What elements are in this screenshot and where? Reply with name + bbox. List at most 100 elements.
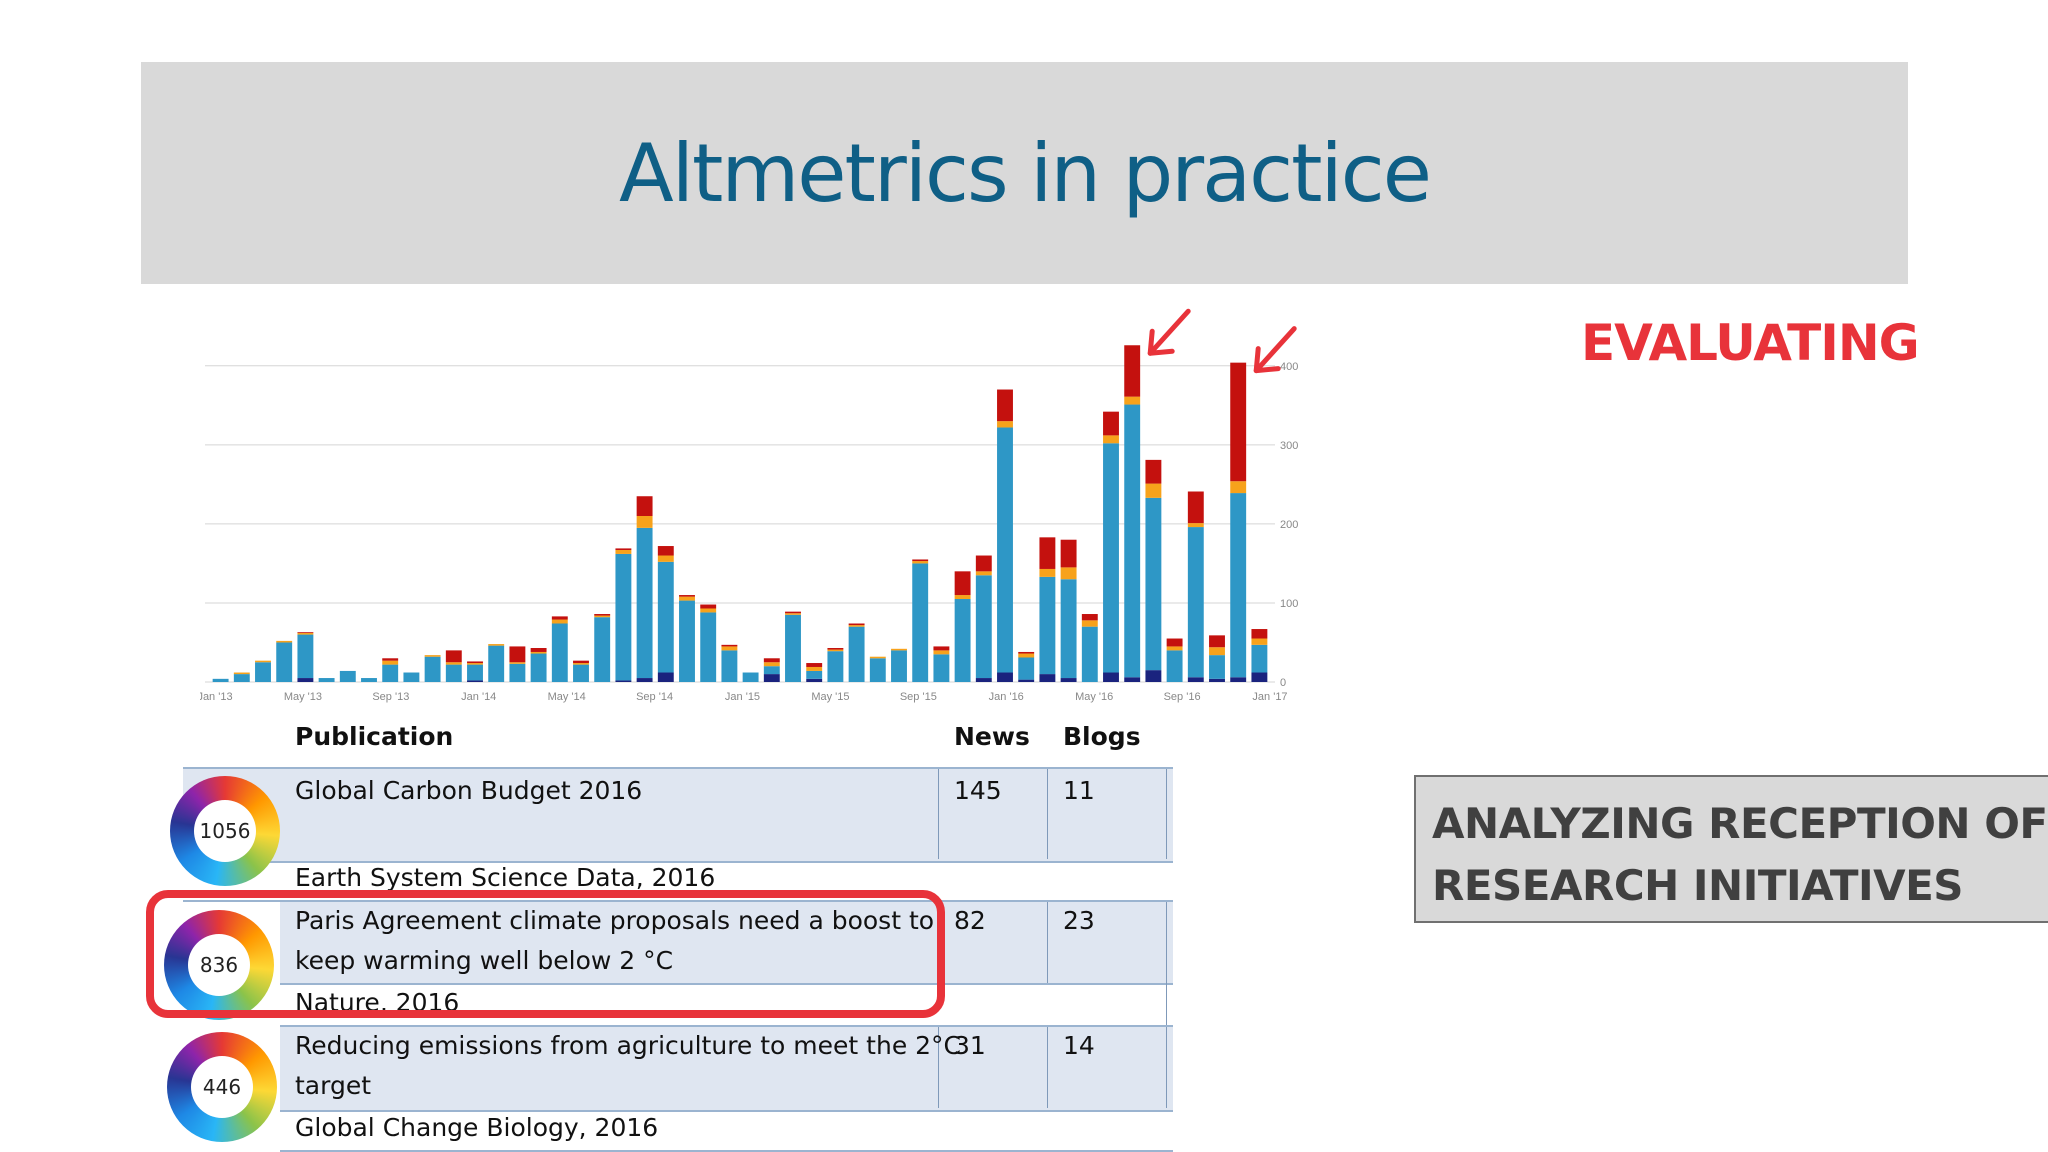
bar-segment [975, 571, 992, 576]
column-divider [1047, 1027, 1048, 1108]
x-tick-label: Sep '14 [636, 691, 673, 703]
bar-segment [827, 649, 844, 652]
column-divider [1047, 902, 1048, 983]
bar-segment [1230, 677, 1247, 682]
bar-segment [657, 546, 674, 556]
bar-segment [594, 614, 611, 616]
bar-segment [1103, 672, 1119, 682]
bar-segment [997, 427, 1013, 673]
bar-segment [869, 658, 886, 682]
bar-segment [763, 674, 780, 682]
bar-segment [1124, 404, 1141, 678]
bar-segment [975, 555, 992, 572]
bar-segment [339, 670, 356, 682]
bar-segment [297, 632, 314, 633]
bar-segment [636, 516, 653, 528]
bar-segment [594, 617, 611, 682]
bar-segment [657, 561, 674, 673]
bar-segment [954, 595, 971, 599]
column-divider [1166, 902, 1167, 1025]
publication-title-line2[interactable]: keep warming well below 2 °C [295, 946, 674, 975]
bar-segment [424, 655, 441, 657]
bar-segment [657, 555, 674, 562]
bar-segment [1251, 672, 1268, 682]
column-divider [938, 1027, 939, 1108]
arrow-head-icon [1253, 346, 1281, 374]
bar-segment [382, 664, 399, 682]
bar-segment [1124, 677, 1141, 682]
column-divider [1047, 769, 1048, 859]
bar-segment [509, 663, 526, 682]
bar-segment [848, 626, 865, 682]
column-divider [1166, 1027, 1167, 1108]
bar-segment [679, 596, 695, 601]
publication-title-line2[interactable]: target [295, 1071, 372, 1100]
altmetric-donut-icon[interactable]: 1056 [170, 776, 280, 886]
bar-segment [1060, 539, 1077, 568]
bar-segment [1166, 646, 1183, 651]
publication-journal: Earth System Science Data, 2016 [295, 863, 716, 892]
bar-segment [1060, 579, 1077, 679]
bar-segment [1039, 537, 1056, 569]
bar-segment [1251, 638, 1268, 645]
column-divider [1166, 769, 1167, 859]
bar-segment [1103, 443, 1119, 673]
bar-segment [1209, 647, 1225, 656]
bar-segment [1251, 644, 1268, 673]
bar-segment [1230, 481, 1247, 494]
bar-segment [445, 650, 462, 663]
bar-segment [933, 650, 950, 655]
bar-segment [721, 650, 738, 682]
bar-segment [1145, 497, 1162, 671]
bar-segment [933, 654, 950, 682]
bar-segment [255, 660, 271, 663]
x-tick-label: Jan '17 [1252, 691, 1287, 703]
bar-segment [1124, 396, 1141, 405]
y-tick-label: 300 [1280, 440, 1298, 452]
bar-segment [848, 623, 865, 626]
altmetric-donut-icon[interactable]: 446 [167, 1032, 277, 1142]
bar-segment [318, 678, 335, 682]
bar-segment [975, 678, 992, 682]
bar-segment [488, 645, 505, 682]
bar-segment [1018, 679, 1035, 682]
evaluating-label: EVALUATING [1581, 314, 1920, 372]
bar-segment [530, 653, 547, 682]
bar-segment [1060, 678, 1077, 682]
publication-title[interactable]: Global Carbon Budget 2016 [295, 776, 643, 805]
bar-segment [382, 660, 399, 665]
x-tick-label: Sep '16 [1164, 691, 1201, 703]
altmetric-score: 1056 [194, 800, 256, 862]
bar-segment [827, 648, 844, 650]
bar-segment [763, 662, 780, 667]
row-divider [183, 900, 1173, 902]
bar-segment [806, 678, 823, 682]
news-count: 145 [954, 776, 1002, 805]
bar-segment [233, 674, 250, 682]
bar-segment [212, 678, 229, 682]
publication-title[interactable]: Paris Agreement climate proposals need a… [295, 906, 935, 935]
bar-segment [1166, 638, 1183, 647]
bar-segment [636, 527, 653, 679]
blogs-count: 23 [1063, 906, 1095, 935]
bar-segment [1018, 653, 1035, 658]
bar-segment [424, 656, 441, 682]
bar-segment [297, 632, 314, 635]
bar-segment [1081, 614, 1098, 621]
bar-segment [530, 648, 547, 652]
bar-segment [573, 664, 589, 682]
bar-segment [933, 646, 950, 651]
bar-segment [785, 613, 801, 615]
row-divider [280, 1150, 1173, 1152]
publication-title[interactable]: Reducing emissions from agriculture to m… [295, 1031, 962, 1060]
table-row [183, 767, 1173, 863]
bar-segment [551, 623, 568, 682]
stacked-bar-chart: 0 100 200 300 400 Jan '13 May '13 Sep '13 Jan '1… [200, 308, 1298, 703]
bar-segment [615, 548, 632, 550]
x-tick-label: Sep '15 [900, 691, 937, 703]
altmetric-donut-icon[interactable]: 836 [164, 910, 274, 1020]
bar-segment [467, 680, 483, 682]
x-tick-label: Jan '15 [725, 691, 760, 703]
bar-segment [1145, 483, 1162, 498]
bar-segment [827, 651, 844, 682]
